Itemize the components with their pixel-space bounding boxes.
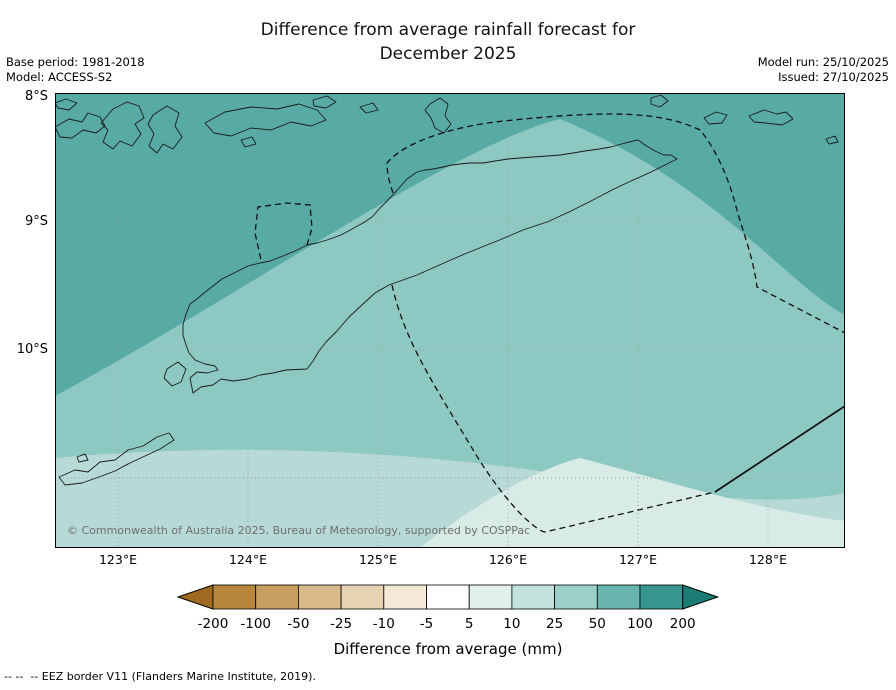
lon-label-128e: 128°E <box>748 552 787 567</box>
lon-label-126e: 126°E <box>488 552 527 567</box>
colorbar-tick-label: 50 <box>589 616 606 632</box>
rainfall-region-50-100 <box>55 93 845 396</box>
lat-label-8s: 8°S <box>24 89 48 104</box>
lon-label-123e: 123°E <box>98 552 137 567</box>
colorbar-tick-label: -100 <box>240 616 271 632</box>
lon-label-125e: 125°E <box>358 552 397 567</box>
colorbar-tick-label: -200 <box>198 616 229 632</box>
issued-text: Issued: 27/10/2025 <box>778 69 889 84</box>
colorbar-tick-label: -5 <box>420 616 433 632</box>
colorbar-segment <box>639 584 684 610</box>
colorbar-tick-label: 25 <box>546 616 563 632</box>
map-svg: © Commonwealth of Australia 2025, Bureau… <box>54 93 846 548</box>
lon-label-127e: 127°E <box>618 552 657 567</box>
colorbar-tick-label: -25 <box>330 616 352 632</box>
colorbar: -200 -100 -50 -25 -10 -5 5 10 25 50 100 200 <box>176 584 720 632</box>
page-title: Difference from average rainfall forecas… <box>0 18 896 66</box>
colorbar-tick-label: -10 <box>373 616 395 632</box>
colorbar-segment <box>554 584 598 610</box>
model-info: Base period: 1981-2018 Model: ACCESS-S2 <box>6 55 145 84</box>
base-period-text: Base period: 1981-2018 <box>6 55 145 69</box>
colorbar-tick-label: -50 <box>287 616 309 632</box>
colorbar-segment <box>596 584 641 610</box>
colorbar-segment <box>297 584 342 610</box>
colorbar-segment <box>426 584 470 610</box>
colorbar-segment <box>340 584 385 610</box>
eez-border-north <box>386 113 846 334</box>
lat-label-10s: 10°S <box>16 342 48 357</box>
copyright-text: © Commonwealth of Australia 2025, Bureau… <box>67 524 530 537</box>
colorbar-segment <box>383 584 427 610</box>
colorbar-segment <box>511 584 555 610</box>
map-frame <box>55 93 845 548</box>
colorbar-segment <box>212 584 257 610</box>
colorbar-tick-label: 200 <box>670 616 696 632</box>
colorbar-segment <box>468 584 513 610</box>
eez-border <box>254 113 846 533</box>
map-figure: © Commonwealth of Australia 2025, Bureau… <box>54 93 846 548</box>
timor-coastline <box>182 139 678 394</box>
colorbar-tick-label: 100 <box>627 616 653 632</box>
lon-label-124e: 124°E <box>228 552 267 567</box>
eez-footnote: -- -- -- EEZ border V11 (Flanders Marine… <box>4 670 316 683</box>
run-info: Model run: 25/10/2025 Issued: 27/10/2025 <box>758 55 889 84</box>
coastlines <box>54 94 839 486</box>
maritime-boundary-solid <box>714 405 846 493</box>
title-line-1: Difference from average rainfall forecas… <box>260 20 636 40</box>
model-text: Model: ACCESS-S2 <box>6 69 113 84</box>
colorbar-left-arrow <box>176 584 214 610</box>
colorbar-right-arrow <box>682 584 720 610</box>
lat-label-9s: 9°S <box>24 214 48 229</box>
colorbar-tick-label: 5 <box>465 616 474 632</box>
colorbar-tick-label: 10 <box>503 616 520 632</box>
model-run-text: Model run: 25/10/2025 <box>757 55 889 69</box>
island-coastlines <box>54 94 839 486</box>
colorbar-title: Difference from average (mm) <box>333 640 563 658</box>
colorbar-segment <box>255 584 299 610</box>
rainfall-region-5-10 <box>420 458 845 548</box>
eez-border-oecusse <box>254 202 313 261</box>
title-line-2: December 2025 <box>379 44 517 64</box>
